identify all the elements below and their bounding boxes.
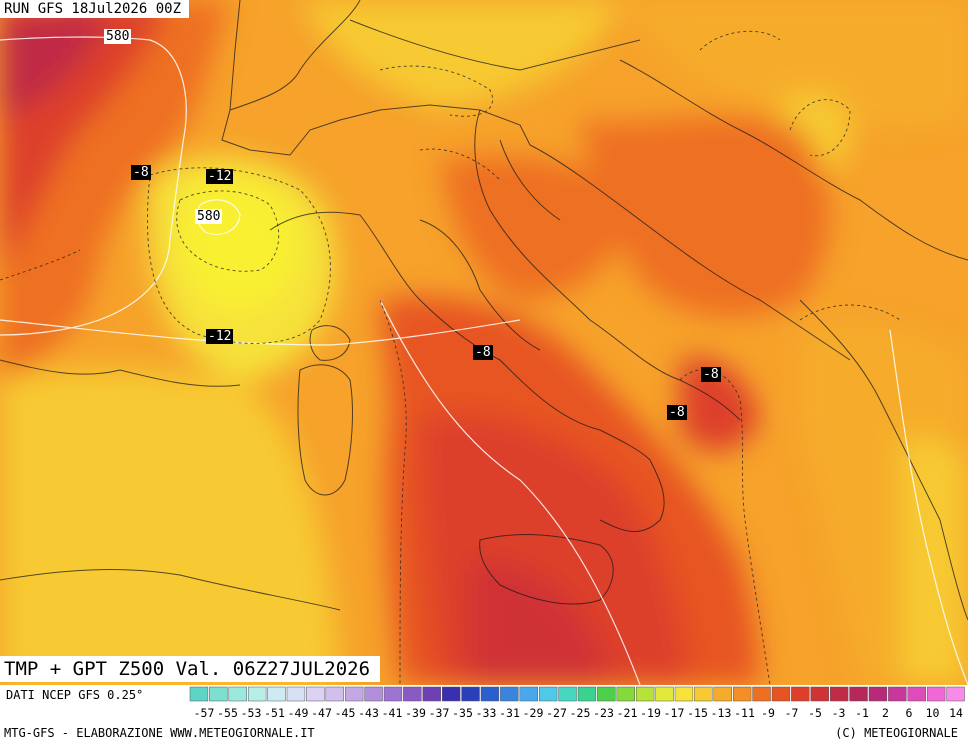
isotherm-label: -8 bbox=[701, 367, 721, 382]
legend-swatch bbox=[422, 686, 441, 702]
legend-swatch bbox=[558, 686, 577, 702]
legend-swatch bbox=[732, 686, 752, 702]
color-legend: -57 -55 -53 -51 -49 -47 -45 -43 -41 -39 -37 -35 -33-… bbox=[0, 685, 968, 745]
legend-swatch bbox=[635, 686, 655, 702]
isotherm-label: -8 bbox=[131, 165, 151, 180]
legend-tick-label: -31 bbox=[499, 706, 520, 720]
legend-swatch bbox=[480, 686, 500, 702]
legend-swatch bbox=[829, 686, 849, 702]
legend-swatch bbox=[267, 686, 286, 702]
legend-swatch bbox=[810, 686, 829, 702]
legend-tick-label: -3 bbox=[832, 706, 846, 720]
legend-tick-label: -1 bbox=[855, 706, 869, 720]
legend-tick-label: -41 bbox=[382, 706, 403, 720]
legend-tick-label: -25 bbox=[570, 706, 591, 720]
map-title: TMP + GPT Z500 Val. 06Z27JUL2026 bbox=[0, 656, 381, 682]
legend-swatch bbox=[247, 686, 267, 702]
legend-swatch bbox=[383, 686, 403, 702]
legend-tick-label: -33 bbox=[476, 706, 497, 720]
run-label: RUN GFS 18Jul2026 00Z bbox=[0, 0, 190, 18]
legend-swatch bbox=[868, 686, 888, 702]
legend-swatch bbox=[286, 686, 306, 702]
legend-swatch bbox=[849, 686, 868, 702]
legend-swatch bbox=[364, 686, 383, 702]
gpt-label: 580 bbox=[104, 29, 132, 44]
legend-tick-label: -19 bbox=[640, 706, 661, 720]
legend-tick-label: -39 bbox=[405, 706, 426, 720]
legend-swatch bbox=[946, 686, 965, 702]
legend-swatch bbox=[344, 686, 364, 702]
legend-swatch bbox=[752, 686, 771, 702]
legend-swatch bbox=[791, 686, 810, 702]
legend-tick-label: -37 bbox=[429, 706, 450, 720]
weather-map bbox=[0, 0, 968, 685]
legend-swatch bbox=[771, 686, 791, 702]
footer-credits: MTG-GFS - ELABORAZIONE WWW.METEOGIORNALE… bbox=[4, 726, 315, 740]
legend-tick-label: -47 bbox=[311, 706, 332, 720]
gpt-contours bbox=[0, 36, 968, 685]
footer-copyright: (C) METEOGIORNALE bbox=[835, 726, 958, 740]
isotherm-label: -8 bbox=[473, 345, 493, 360]
legend-swatch bbox=[306, 686, 325, 702]
legend-swatch bbox=[926, 686, 946, 702]
legend-tick-label: 14 bbox=[949, 706, 963, 720]
legend-swatch bbox=[655, 686, 674, 702]
legend-swatch bbox=[189, 686, 209, 702]
legend-tick-label: -5 bbox=[808, 706, 822, 720]
legend-tick-label: -53 bbox=[241, 706, 262, 720]
legend-swatch bbox=[403, 686, 422, 702]
legend-swatch bbox=[577, 686, 597, 702]
legend-bar: -57 -55 -53 -51 -49 -47 -45 -43 -41 -39 -37 -35 -33-… bbox=[189, 686, 965, 720]
data-source: DATI NCEP GFS 0.25° bbox=[6, 688, 144, 702]
legend-tick-label: -29 bbox=[523, 706, 544, 720]
borders bbox=[0, 0, 968, 621]
legend-swatch bbox=[461, 686, 480, 702]
legend-tick-label: -7 bbox=[785, 706, 799, 720]
isotherm-contours bbox=[0, 30, 901, 685]
legend-tick-label: -17 bbox=[664, 706, 685, 720]
legend-tick-label: -45 bbox=[335, 706, 356, 720]
legend-swatch bbox=[209, 686, 228, 702]
legend-swatch bbox=[694, 686, 713, 702]
legend-tick-label: 6 bbox=[906, 706, 913, 720]
isotherm-label: -12 bbox=[206, 169, 234, 184]
legend-swatch bbox=[907, 686, 926, 702]
legend-tick-label: -27 bbox=[546, 706, 567, 720]
legend-tick-label: -57 bbox=[194, 706, 215, 720]
legend-swatch bbox=[888, 686, 907, 702]
legend-tick-label: -9 bbox=[761, 706, 775, 720]
legend-swatch bbox=[616, 686, 635, 702]
legend-swatch bbox=[674, 686, 694, 702]
legend-tick-label: -35 bbox=[452, 706, 473, 720]
legend-swatch bbox=[325, 686, 344, 702]
isotherm-label: -8 bbox=[667, 405, 687, 420]
legend-tick-label: 2 bbox=[882, 706, 889, 720]
legend-tick-label: -13 bbox=[711, 706, 732, 720]
legend-tick-label: -51 bbox=[264, 706, 285, 720]
gpt-label: 580 bbox=[195, 209, 223, 224]
legend-tick-label: -11 bbox=[734, 706, 755, 720]
legend-tick-label: -49 bbox=[288, 706, 309, 720]
legend-tick-label: -15 bbox=[687, 706, 708, 720]
legend-swatch bbox=[500, 686, 519, 702]
legend-swatch bbox=[441, 686, 461, 702]
legend-swatch bbox=[538, 686, 558, 702]
legend-swatch bbox=[713, 686, 732, 702]
legend-swatch bbox=[597, 686, 616, 702]
legend-tick-label: -43 bbox=[358, 706, 379, 720]
legend-tick-label: 10 bbox=[926, 706, 940, 720]
legend-tick-label: -23 bbox=[593, 706, 614, 720]
legend-swatch bbox=[519, 686, 538, 702]
legend-swatch bbox=[228, 686, 247, 702]
isotherm-label: -12 bbox=[206, 329, 234, 344]
legend-tick-label: -55 bbox=[217, 706, 238, 720]
legend-tick-label: -21 bbox=[617, 706, 638, 720]
